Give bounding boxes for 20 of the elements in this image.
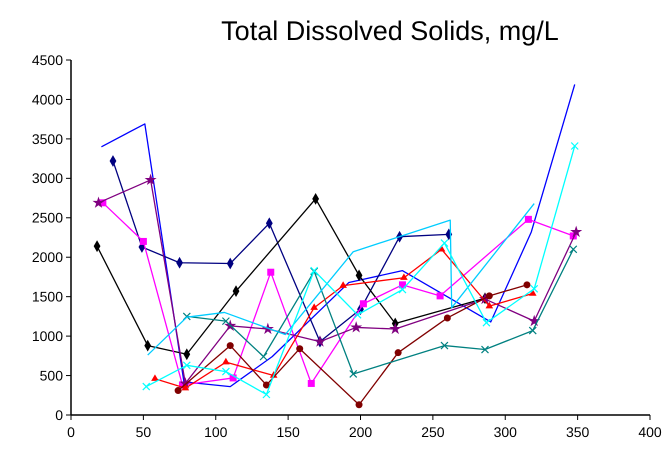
y-tick-label: 3000 <box>32 170 64 186</box>
chart-title: Total Dissolved Solids, mg/L <box>221 16 559 46</box>
x-tick-label: 150 <box>276 424 300 440</box>
y-tick-label: 500 <box>40 367 64 384</box>
y-tick-label: 2000 <box>32 249 64 266</box>
y-tick-label: 3500 <box>32 130 64 147</box>
y-tick-label: 2500 <box>32 210 64 226</box>
y-tick-label: 1000 <box>32 328 64 344</box>
x-tick-label: 200 <box>348 424 372 440</box>
y-tick-label: 4000 <box>32 91 64 108</box>
x-tick-label: 50 <box>136 424 152 440</box>
y-tick-label: 1500 <box>32 288 64 305</box>
x-tick-label: 350 <box>566 424 590 440</box>
x-tick-label: 400 <box>638 424 662 440</box>
x-tick-label: 0 <box>67 424 76 440</box>
x-tick-label: 300 <box>494 424 518 440</box>
x-tick-label: 100 <box>204 424 228 440</box>
x-tick-label: 250 <box>421 424 445 440</box>
y-tick-label: 0 <box>55 406 64 423</box>
y-tick-label: 4500 <box>32 52 64 68</box>
